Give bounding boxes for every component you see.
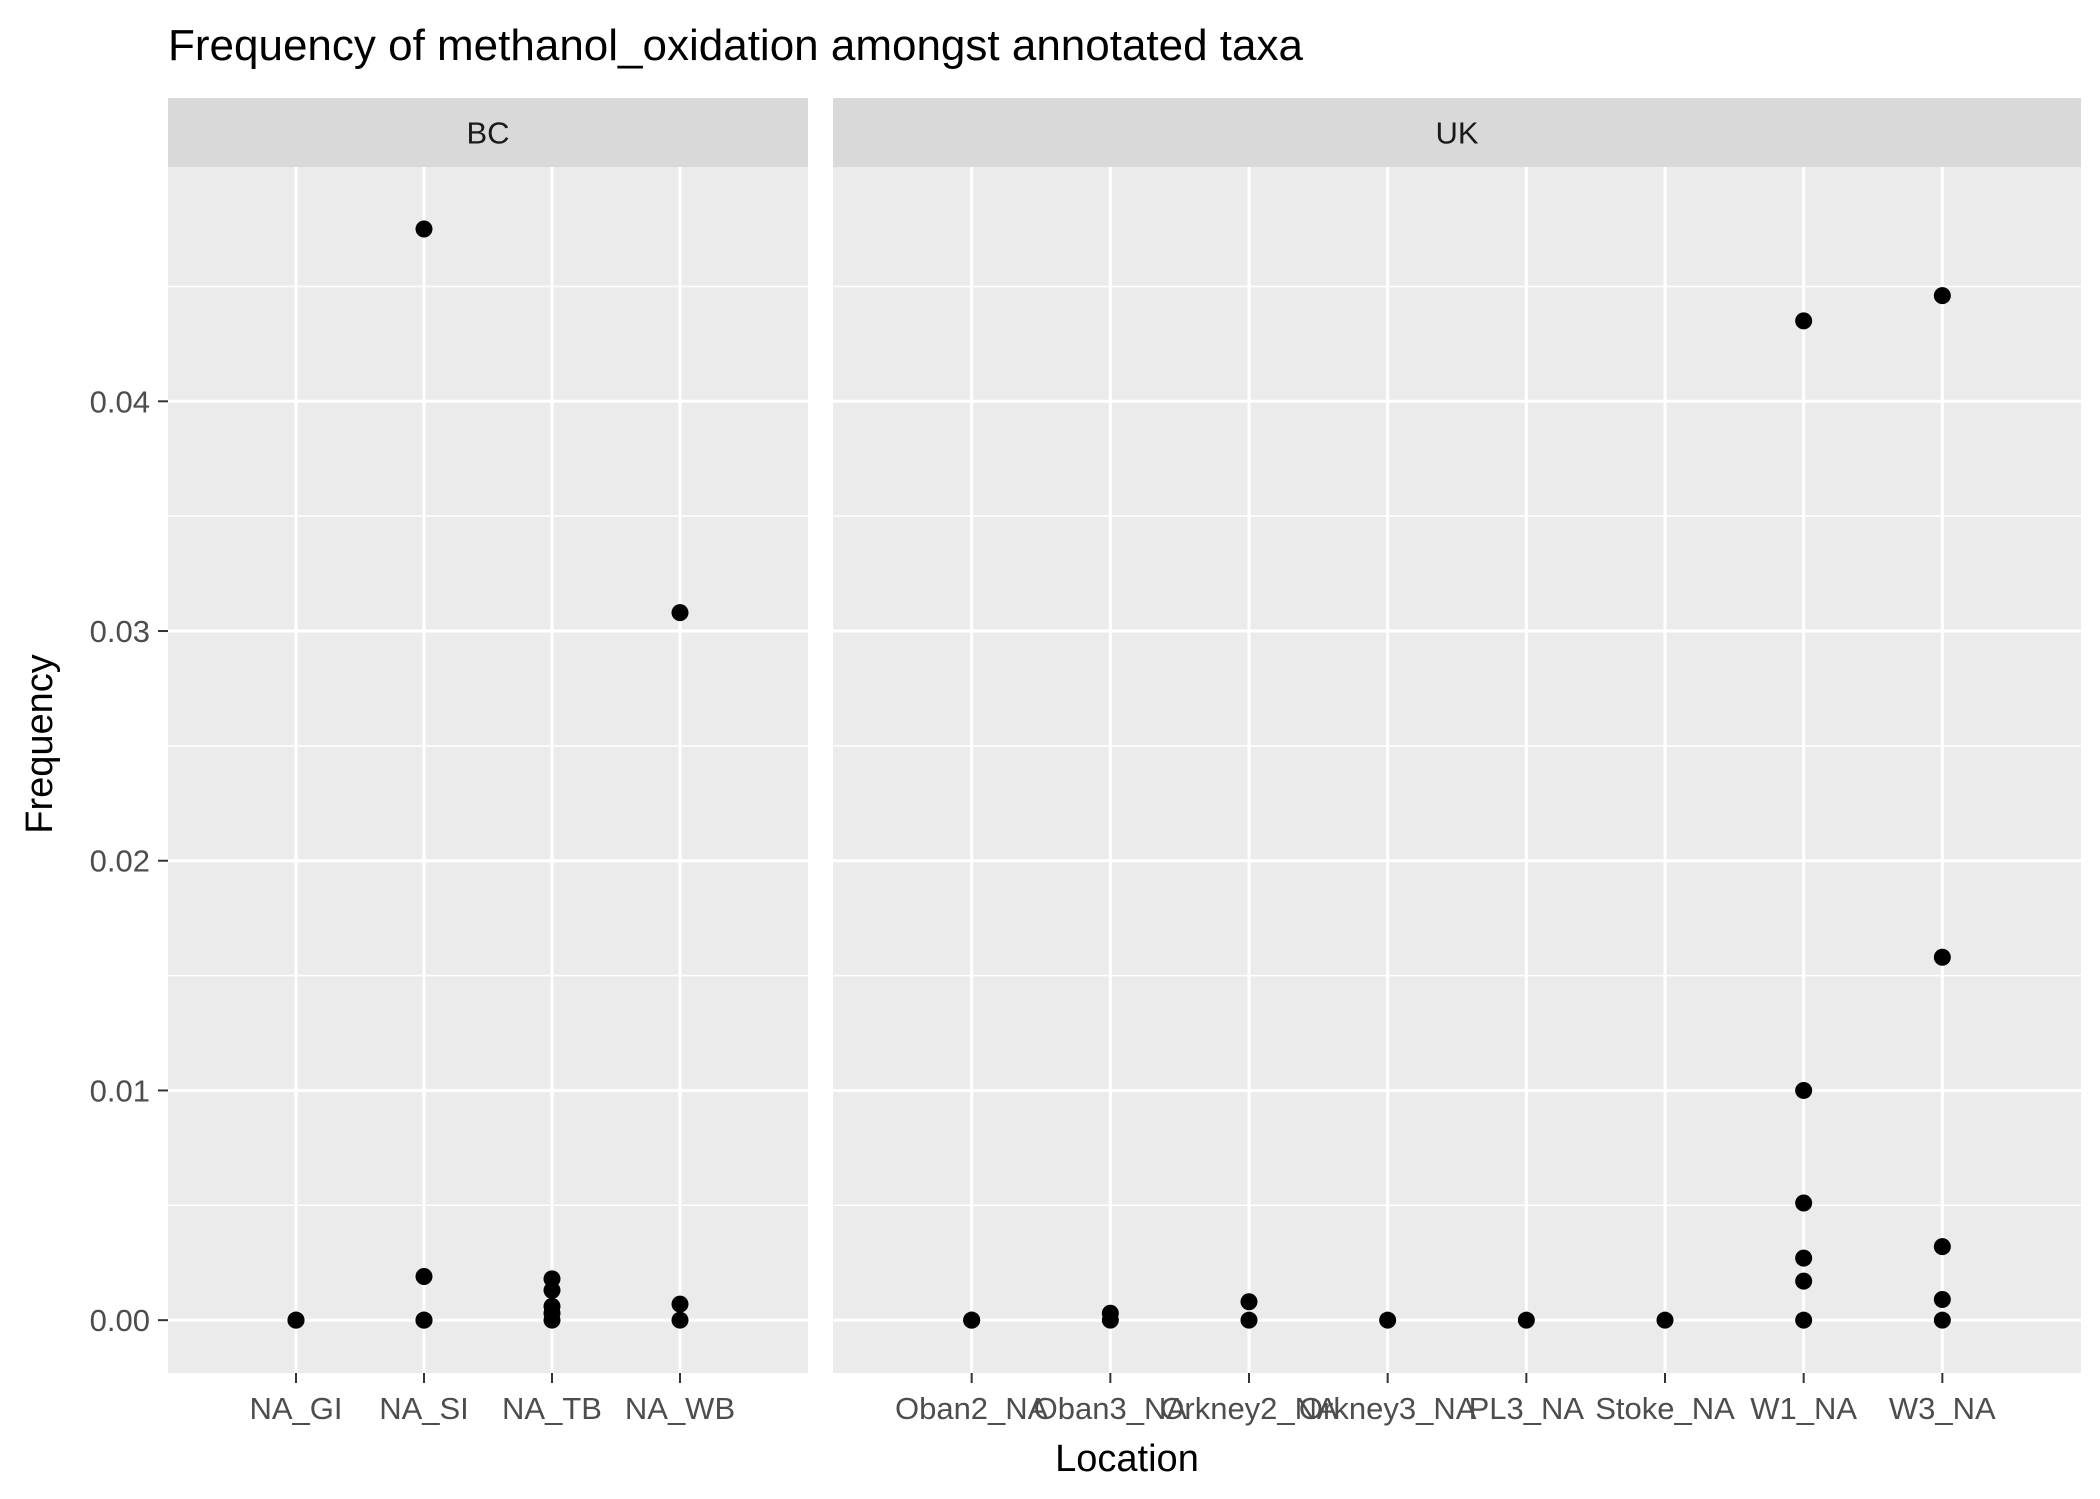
facet-label-bc: BC — [466, 116, 509, 151]
data-point-na-wb — [671, 1295, 689, 1313]
data-point-na-si — [415, 1311, 433, 1329]
facet-uk: UK — [833, 98, 2081, 1373]
data-point-na-si — [415, 220, 433, 238]
facet-panels: BC UK — [168, 98, 2081, 1373]
panel-background — [168, 167, 808, 1373]
data-point-w1-na — [1795, 1311, 1813, 1329]
facet-strip-uk — [833, 98, 2081, 167]
data-point-w1-na — [1795, 1272, 1813, 1290]
data-point-na-gi — [287, 1311, 305, 1329]
data-point-pl3-na — [1517, 1311, 1535, 1329]
x-tick-label-na-si: NA_SI — [379, 1391, 469, 1426]
data-point-orkney2-na — [1240, 1293, 1258, 1311]
y-tick-label: 0.00 — [90, 1303, 150, 1338]
y-axis: 0.00 0.01 0.02 0.03 0.04 — [90, 384, 168, 1338]
facet-bc: BC — [168, 98, 808, 1373]
data-point-na-wb — [671, 1311, 689, 1329]
data-point-w3-na — [1933, 1311, 1951, 1329]
data-point-na-tb — [543, 1311, 561, 1329]
data-point-na-wb — [671, 604, 689, 622]
data-point-w1-na — [1795, 1081, 1813, 1099]
x-axis: NA_GI NA_SI NA_TB NA_WB Oban2_NAOban3_NAOrkn… — [249, 1373, 1996, 1426]
x-tick-label-na-wb: NA_WB — [625, 1391, 735, 1426]
data-point-orkney3-na — [1379, 1311, 1397, 1329]
data-point-na-si — [415, 1268, 433, 1286]
y-tick-label: 0.02 — [90, 844, 150, 879]
y-tick-label: 0.01 — [90, 1073, 150, 1108]
data-point-w3-na — [1933, 1290, 1951, 1308]
x-axis-title: Location — [1055, 1438, 1199, 1480]
data-point-orkney2-na — [1240, 1311, 1258, 1329]
x-tick-label-w1-na: W1_NA — [1750, 1391, 1857, 1426]
data-point-stoke-na — [1656, 1311, 1674, 1329]
data-point-w1-na — [1795, 312, 1813, 330]
data-point-w3-na — [1933, 1238, 1951, 1256]
x-tick-label-oban3-na: Oban3_NA — [1034, 1391, 1188, 1426]
data-point-oban2-na — [963, 1311, 981, 1329]
data-point-oban3-na — [1101, 1311, 1119, 1329]
x-tick-label-w3-na: W3_NA — [1889, 1391, 1996, 1426]
x-tick-label-orkney3-na: Orkney3_NA — [1299, 1391, 1477, 1426]
y-tick-label: 0.04 — [90, 384, 150, 419]
x-tick-label-orkney2-na: Orkney2_NA — [1160, 1391, 1338, 1426]
data-point-w3-na — [1933, 948, 1951, 966]
data-point-na-tb — [543, 1281, 561, 1299]
panel-background — [833, 167, 2081, 1373]
x-tick-label-oban2-na: Oban2_NA — [895, 1391, 1049, 1426]
facet-strip-bc — [168, 98, 808, 167]
y-axis-title: Frequency — [19, 654, 61, 834]
data-point-w1-na — [1795, 1249, 1813, 1267]
data-point-w1-na — [1795, 1194, 1813, 1212]
x-tick-label-pl3-na: PL3_NA — [1469, 1391, 1585, 1426]
x-tick-label-na-tb: NA_TB — [502, 1391, 602, 1426]
data-point-w3-na — [1933, 287, 1951, 305]
chart-title: Frequency of methanol_oxidation amongst … — [168, 21, 1304, 70]
y-tick-label: 0.03 — [90, 614, 150, 649]
x-tick-label-stoke-na: Stoke_NA — [1595, 1391, 1735, 1426]
facet-label-uk: UK — [1435, 116, 1478, 151]
x-tick-label-na-gi: NA_GI — [249, 1391, 342, 1426]
